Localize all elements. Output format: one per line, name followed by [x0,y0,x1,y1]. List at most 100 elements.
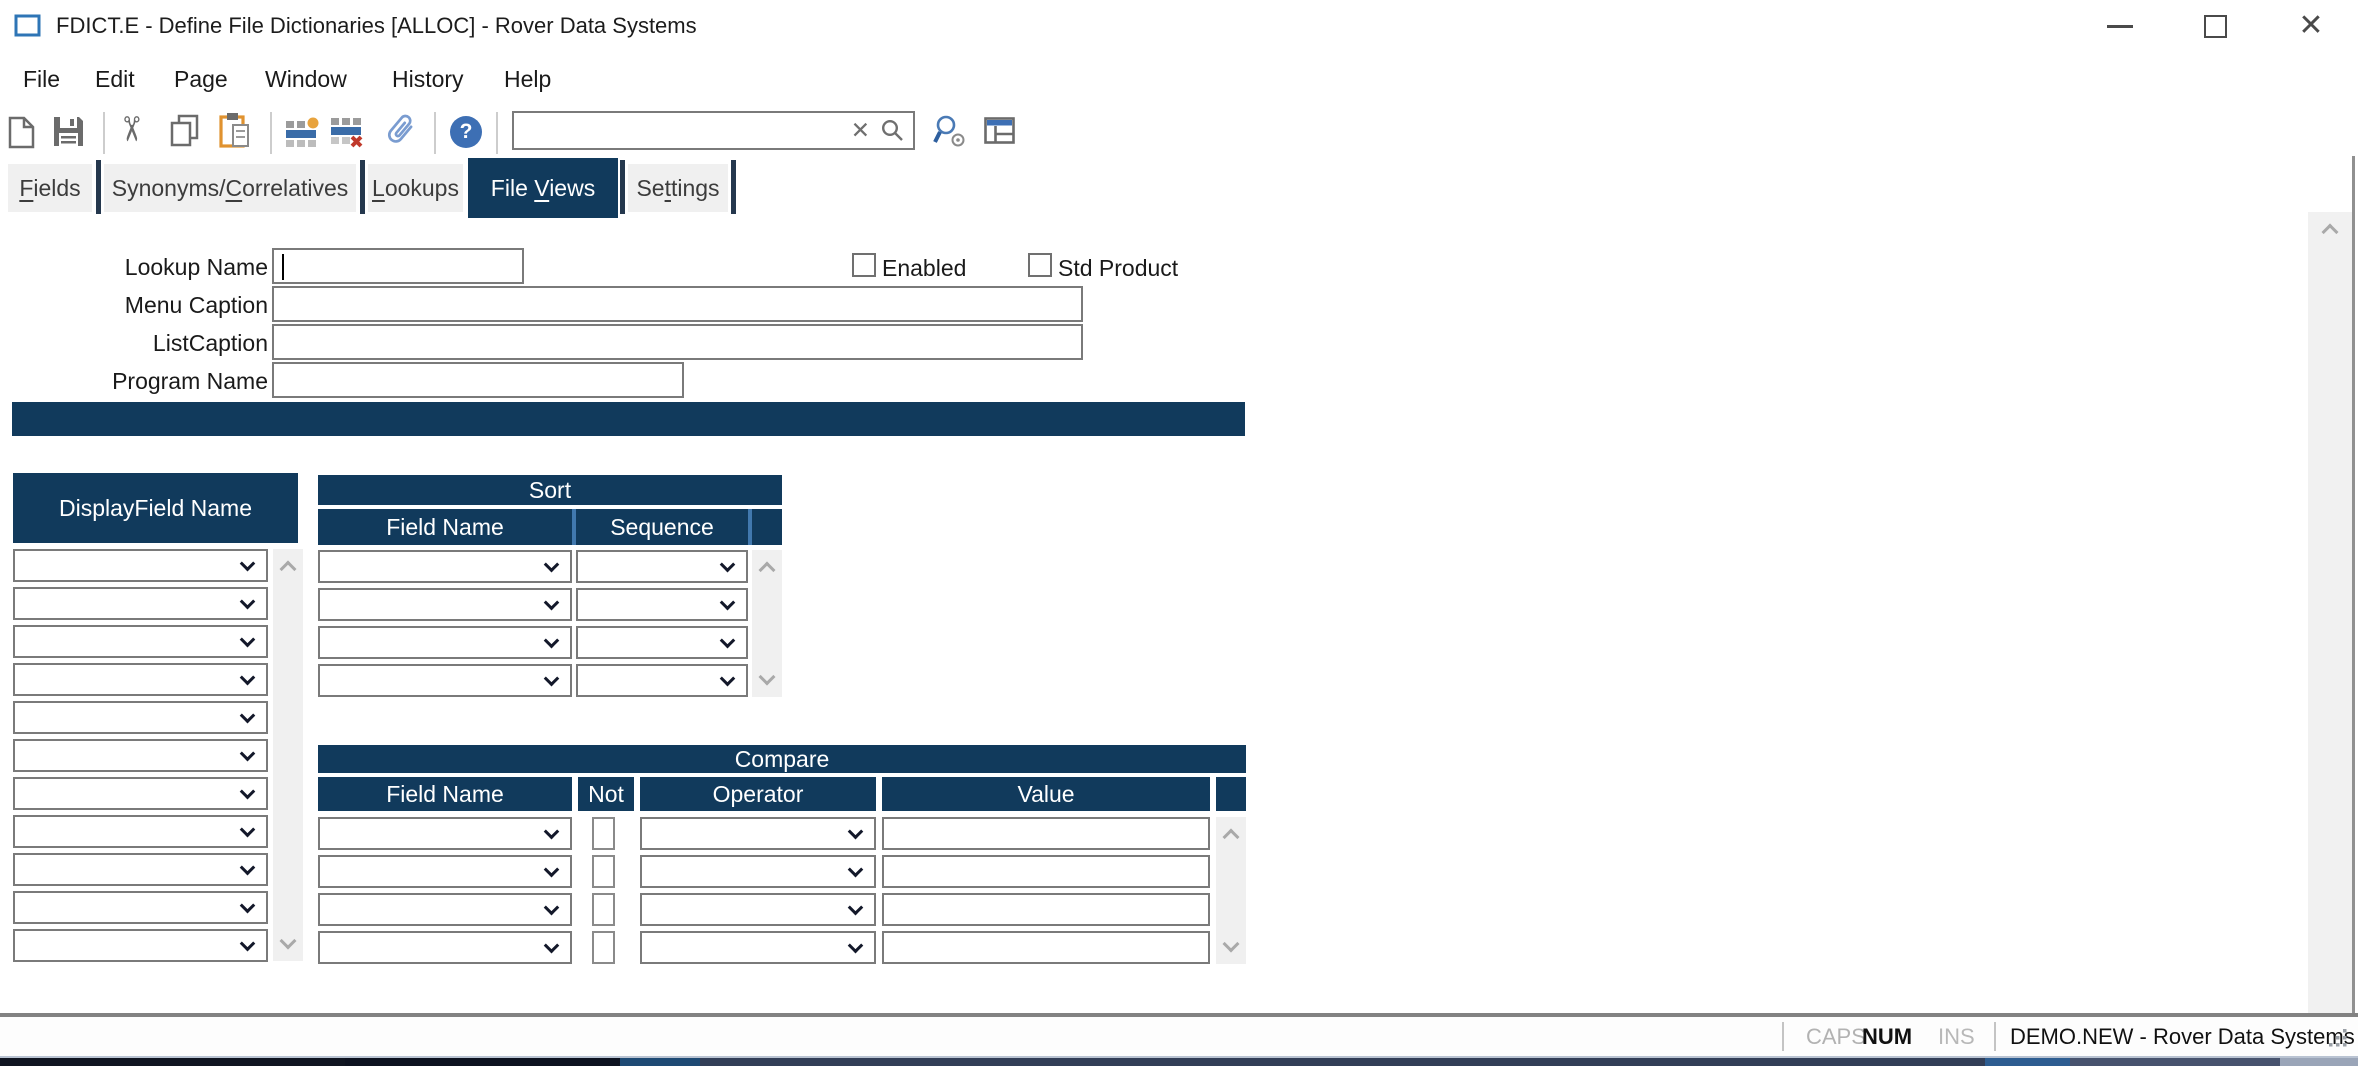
lookup-name-input[interactable] [272,248,524,284]
toolbar-separator [496,112,498,154]
caps-indicator: CAPS [1806,1024,1866,1049]
display-field-dropdown[interactable] [13,929,268,962]
window-vertical-scrollbar[interactable] [2308,212,2352,1013]
new-document-button[interactable] [8,116,35,149]
sort-field-name-dropdown[interactable] [318,588,572,621]
display-field-dropdown[interactable] [13,625,268,658]
menu-window[interactable]: Window [265,65,347,92]
tab-synonyms-correlatives[interactable]: Synonyms/Correlatives [104,164,356,212]
scroll-up-icon[interactable] [2321,223,2339,241]
insert-row-button[interactable] [285,117,320,148]
tab-separator [620,160,625,214]
sort-sequence-dropdown[interactable] [576,626,748,659]
compare-value-input[interactable] [882,855,1210,888]
tab-file-views[interactable]: File Views [468,158,618,218]
scroll-up-icon[interactable] [758,561,776,579]
tab-fields[interactable]: Fields [8,164,92,212]
delete-row-button[interactable] [330,117,365,148]
close-icon: ✕ [2298,9,2324,42]
find-view-button[interactable] [932,114,966,148]
sort-field-name-header: Field Name [318,509,572,545]
display-field-dropdown[interactable] [13,663,268,696]
compare-operator-dropdown[interactable] [640,817,876,850]
sort-field-name-dropdown[interactable] [318,550,572,583]
search-icon[interactable] [880,118,913,143]
taskbar-top-edge [0,1056,2358,1058]
menu-file[interactable]: File [23,65,61,92]
tab-lookups[interactable]: Lookups [368,164,463,212]
menu-help[interactable]: Help [504,65,552,92]
scroll-up-icon[interactable] [1222,828,1240,846]
taskbar-segment [0,1058,345,1066]
taskbar-segment [2280,1058,2358,1066]
compare-not-checkbox[interactable] [592,855,615,888]
sort-sequence-dropdown[interactable] [576,664,748,697]
display-field-dropdown[interactable] [13,815,268,848]
scroll-down-icon[interactable] [279,932,297,950]
sort-sequence-dropdown[interactable] [576,550,748,583]
menu-history[interactable]: History [392,65,464,92]
compare-not-checkbox[interactable] [592,817,615,850]
display-field-dropdown[interactable] [13,891,268,924]
search-input[interactable] [514,113,841,148]
compare-not-checkbox[interactable] [592,931,615,964]
scroll-up-icon[interactable] [279,560,297,578]
display-field-dropdown[interactable] [13,587,268,620]
compare-operator-dropdown[interactable] [640,893,876,926]
chevron-down-icon [847,899,864,915]
paste-button[interactable] [219,112,250,148]
compare-operator-dropdown[interactable] [640,855,876,888]
maximize-button[interactable] [2180,0,2250,52]
compare-value-input[interactable] [882,893,1210,926]
cut-button[interactable]: ✂ [111,112,149,146]
toolbar-separator [103,112,105,154]
scroll-down-icon[interactable] [1222,935,1240,953]
scroll-down-icon[interactable] [758,668,776,686]
sort-scrollbar[interactable] [752,550,782,697]
display-field-dropdown[interactable] [13,739,268,772]
program-name-input[interactable] [272,362,684,398]
compare-value-input[interactable] [882,931,1210,964]
menu-caption-input[interactable] [272,286,1083,322]
resize-grip[interactable] [2326,1026,2350,1056]
menu-page[interactable]: Page [174,65,228,92]
toolbar-separator [270,112,272,154]
compare-value-header: Value [882,777,1210,811]
compare-field-name-dropdown[interactable] [318,817,572,850]
list-caption-input[interactable] [272,324,1083,360]
minimize-button[interactable] [2085,0,2155,52]
menu-edit[interactable]: Edit [95,65,135,92]
std-product-checkbox[interactable] [1028,253,1052,277]
chevron-down-icon [239,897,256,913]
sort-field-name-dropdown[interactable] [318,664,572,697]
copy-button[interactable] [170,114,199,147]
compare-value-input[interactable] [882,817,1210,850]
display-field-dropdown[interactable] [13,701,268,734]
layout-button[interactable] [984,117,1015,144]
sort-sequence-dropdown[interactable] [576,588,748,621]
display-field-scrollbar[interactable] [273,549,303,961]
compare-field-name-dropdown[interactable] [318,855,572,888]
help-button[interactable]: ? [450,116,482,148]
display-field-dropdown[interactable] [13,777,268,810]
num-indicator: NUM [1862,1024,1913,1049]
display-field-dropdown[interactable] [13,549,268,582]
enabled-checkbox[interactable] [852,253,876,277]
status-separator [1994,1022,1996,1051]
compare-field-name-dropdown[interactable] [318,893,572,926]
close-button[interactable]: ✕ [2276,0,2346,52]
sort-field-name-dropdown[interactable] [318,626,572,659]
clear-search-icon[interactable]: ✕ [850,117,870,143]
compare-not-checkbox[interactable] [592,893,615,926]
compare-field-name-dropdown[interactable] [318,931,572,964]
save-button[interactable] [52,115,85,148]
help-icon: ? [450,116,482,148]
tab-settings[interactable]: Settings [628,164,728,212]
enabled-label: Enabled [882,255,967,281]
chevron-down-icon [239,669,256,685]
compare-operator-dropdown[interactable] [640,931,876,964]
compare-scrollbar[interactable] [1216,817,1246,964]
attachment-button[interactable] [387,111,414,148]
display-field-dropdown[interactable] [13,853,268,886]
